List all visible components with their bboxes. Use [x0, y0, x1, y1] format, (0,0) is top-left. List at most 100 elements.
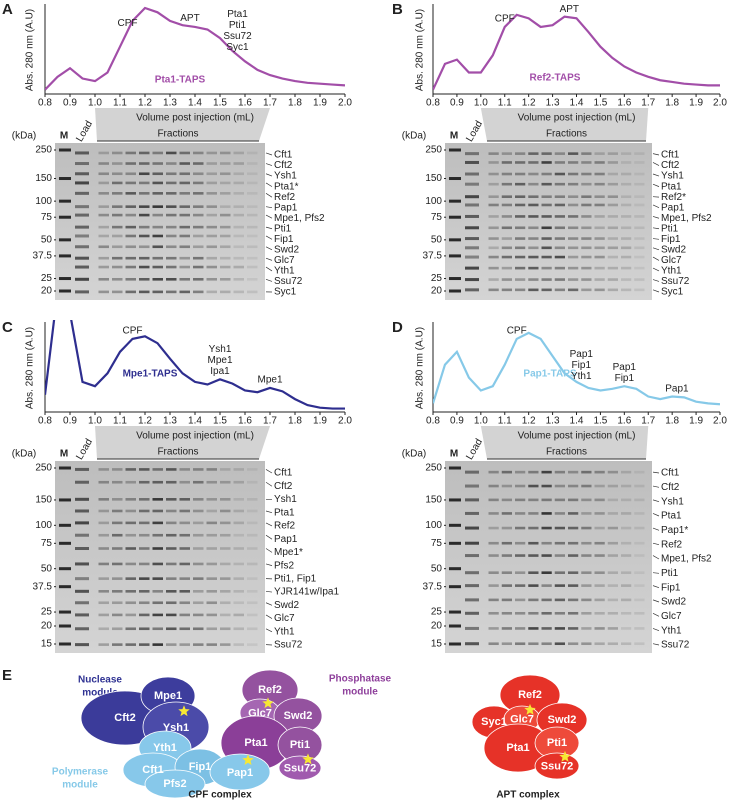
subunit-label: Pfs2 — [163, 778, 186, 790]
band-connector — [265, 246, 273, 251]
x-tick-label: 1.7 — [263, 98, 277, 109]
gel-band — [501, 288, 512, 292]
gel-band — [541, 246, 552, 250]
gel-band — [247, 601, 258, 605]
gel-band — [554, 484, 565, 488]
gel-band — [193, 521, 204, 525]
subunit-label: Swd2 — [284, 710, 313, 722]
gel-band — [568, 226, 579, 230]
band-connector — [265, 602, 273, 606]
kda-tick-label: 250 — [425, 463, 442, 474]
gel-band — [233, 172, 244, 176]
gel-band — [247, 181, 258, 185]
gel-band — [488, 498, 499, 502]
x-axis-label: Volume post injection (mL) — [518, 113, 636, 124]
load-band — [75, 225, 89, 229]
subunit-label: Fip1 — [189, 761, 212, 773]
x-tick-label: 1.9 — [689, 98, 703, 109]
gel-band — [112, 468, 123, 471]
gel-band — [607, 470, 618, 474]
band-connector — [265, 522, 273, 527]
gel-band — [125, 498, 136, 501]
complex-title: APT complex — [496, 790, 560, 801]
gel-band — [568, 195, 579, 199]
gel-band — [568, 266, 579, 270]
gel-band — [594, 237, 605, 240]
gel-band — [594, 598, 605, 602]
gel-band — [206, 498, 217, 501]
gel-band — [98, 213, 109, 217]
gel-band — [206, 265, 217, 269]
panel-label: D — [392, 319, 403, 336]
gel-band — [220, 562, 231, 566]
gel-band — [501, 172, 512, 176]
gel-band — [515, 554, 526, 557]
gel-band — [621, 498, 632, 502]
gel-band — [233, 277, 244, 281]
gel-band — [233, 590, 244, 593]
gel-band — [152, 162, 163, 165]
gel-band — [220, 205, 231, 208]
x-tick-label: 1.4 — [188, 416, 202, 427]
kda-tick-label: 25 — [41, 273, 53, 284]
gel-band — [554, 498, 565, 502]
gel-band — [206, 234, 217, 238]
gel-band — [568, 182, 579, 186]
band-connector — [265, 628, 273, 633]
gel-band — [568, 215, 579, 218]
gel-band — [206, 256, 217, 260]
gel-band — [621, 598, 632, 602]
gel-band — [206, 627, 217, 631]
gel-band — [125, 577, 136, 580]
gel-band — [528, 598, 539, 602]
kda-tick-label: 20 — [41, 621, 53, 632]
load-band — [465, 541, 479, 545]
gel-band — [179, 480, 190, 484]
gel-band — [125, 213, 136, 217]
load-label: Load — [74, 119, 95, 144]
gel-band — [206, 205, 217, 208]
subunit-label: Mpe1 — [154, 690, 182, 702]
gel-band — [581, 195, 592, 199]
load-band — [465, 203, 479, 207]
band-label: Pap1* — [661, 525, 688, 536]
gel-band — [220, 245, 231, 249]
band-connector — [652, 599, 660, 603]
gel-band — [515, 255, 526, 259]
gel-band — [528, 182, 539, 186]
module-label: module — [62, 780, 98, 791]
gel-band — [166, 613, 177, 617]
gel-band — [152, 533, 163, 537]
gel-band — [112, 627, 123, 631]
gel-band — [125, 601, 136, 605]
fractions-label: Fractions — [546, 129, 587, 140]
kda-tick-label: 37.5 — [423, 581, 443, 592]
subunit-label: Pta1 — [506, 742, 529, 754]
gel-band — [488, 512, 499, 515]
gel-band — [247, 234, 258, 238]
gel-band — [621, 226, 632, 230]
gel-band — [166, 562, 177, 566]
gel-band — [634, 288, 645, 292]
kda-tick-label: 25 — [431, 273, 443, 284]
kda-tick-label: 50 — [41, 234, 53, 245]
gel-band — [607, 584, 618, 587]
gel-band — [125, 509, 136, 513]
gel-band — [594, 484, 605, 488]
peak-label: CPF — [118, 18, 138, 29]
gel-band — [488, 255, 499, 259]
gel-band — [554, 598, 565, 602]
gel-band — [179, 509, 190, 513]
gel-band — [166, 509, 177, 513]
gel-band — [554, 215, 565, 218]
gel-band — [501, 152, 512, 155]
gel-band — [554, 642, 565, 646]
gel-band — [112, 162, 123, 165]
gel-band — [220, 277, 231, 281]
x-tick-label: 1.4 — [570, 416, 584, 427]
gel-band — [581, 554, 592, 557]
gel-band — [607, 255, 618, 259]
x-tick-label: 1.4 — [570, 98, 584, 109]
subunit-label: Pti1 — [290, 739, 310, 751]
